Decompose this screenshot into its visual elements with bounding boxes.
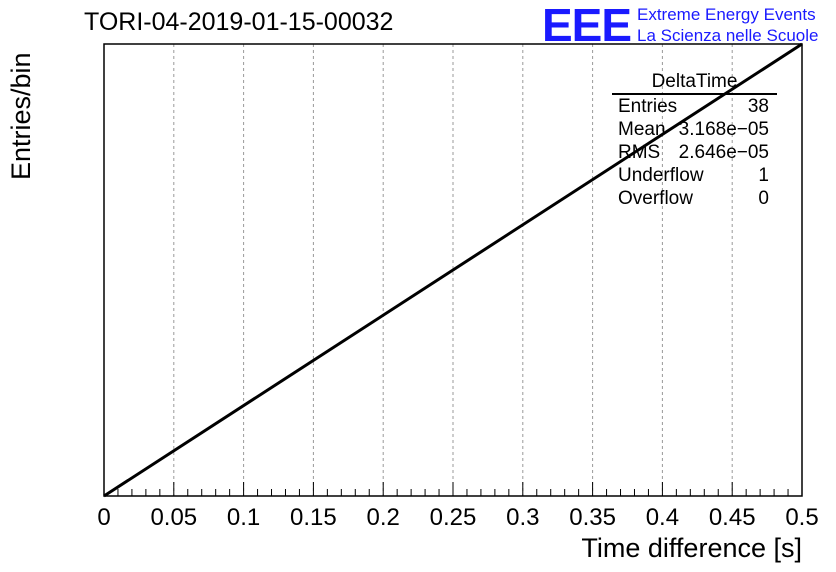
x-tick-label: 0.35	[569, 504, 616, 531]
x-tick-label: 0	[97, 504, 110, 531]
plot-frame	[103, 43, 803, 497]
logo-caption-line1: Extreme Energy Events	[637, 5, 816, 24]
x-tick-labels: 0 0.05 0.1 0.15 0.2 0.25 0.3 0.35 0.4 0.45 0.5	[97, 504, 818, 531]
x-tick-label: 0.05	[150, 504, 197, 531]
stats-value: 0	[758, 188, 769, 209]
stats-label: Entries	[618, 96, 678, 117]
stats-label: Underflow	[618, 165, 704, 186]
x-tick-label: 0.5	[785, 504, 818, 531]
series-group	[103, 42, 803, 498]
stats-row-underflow: Underflow 1	[612, 164, 777, 187]
stats-label: RMS	[618, 142, 661, 163]
x-tick-label: 0.1	[227, 504, 260, 531]
stats-value: 1	[758, 165, 769, 186]
stats-box-name: DeltaTime	[651, 71, 738, 92]
x-tick-label: 0.15	[290, 504, 337, 531]
stats-label: Mean	[618, 119, 666, 140]
stats-row-overflow: Overflow 0	[612, 187, 777, 210]
series-line	[103, 42, 803, 498]
logo-caption-line2: La Scienza nelle Scuole	[637, 26, 819, 45]
stats-row-mean: Mean 3.168e−05	[612, 118, 777, 141]
stats-label: Overflow	[618, 188, 693, 209]
x-axis-label: Time difference [s]	[581, 533, 802, 563]
chart-title: TORI-04-2019-01-15-00032	[84, 8, 394, 36]
y-axis-label: Entries/bin	[6, 52, 36, 180]
x-tick-label: 0.25	[430, 504, 477, 531]
stats-row-entries: Entries 38	[612, 95, 777, 118]
stats-value: 3.168e−05	[678, 119, 769, 140]
stats-divider	[612, 93, 777, 95]
logo-caption: Extreme Energy Events La Scienza nelle S…	[637, 4, 818, 46]
stats-value: 38	[747, 96, 769, 117]
stats-value: 2.646e−05	[678, 142, 769, 163]
stats-row-rms: RMS 2.646e−05	[612, 141, 777, 164]
x-tick-label: 0.4	[646, 504, 679, 531]
x-tick-label: 0.45	[709, 504, 756, 531]
stats-box: DeltaTime Entries 38 Mean 3.168e−05 RMS …	[612, 70, 777, 210]
x-tick-label: 0.3	[506, 504, 539, 531]
eee-logo: EEE	[542, 0, 632, 51]
x-tick-label: 0.2	[367, 504, 400, 531]
axis-ticks	[103, 482, 803, 496]
